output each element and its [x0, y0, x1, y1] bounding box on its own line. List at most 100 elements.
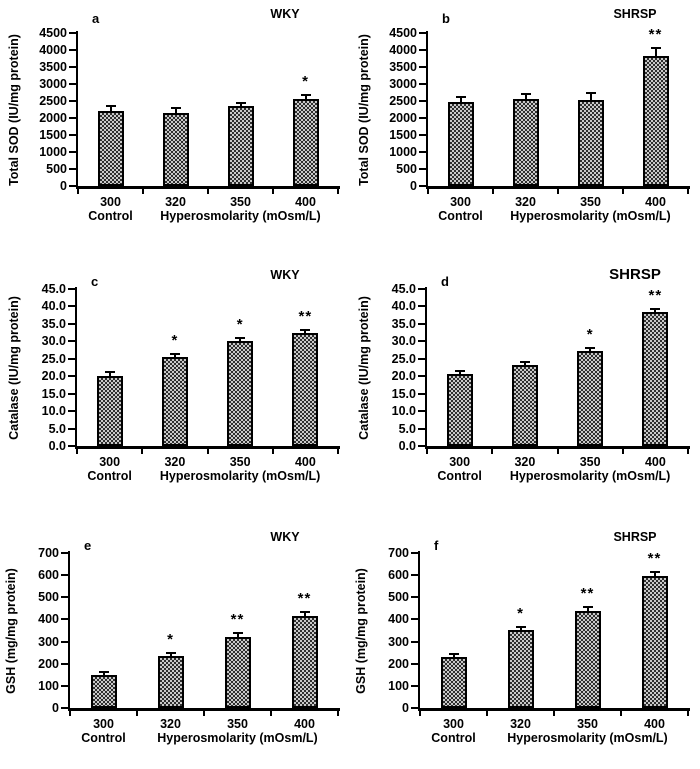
error-bar-line: [458, 371, 461, 375]
y-tick: [418, 410, 425, 413]
y-tick-label: 45.0: [391, 282, 416, 296]
x-tick: [337, 449, 339, 454]
x-tick: [427, 189, 429, 194]
bar: [97, 111, 124, 186]
panel-a: a WKY Total SOD (IU/mg protein) 0 500 1000 150…: [0, 0, 350, 256]
y-tick-label: 1000: [389, 145, 417, 159]
y-tick: [411, 707, 418, 709]
axis-caption-control: Control: [438, 209, 483, 223]
y-tick-label: 25.0: [41, 351, 66, 366]
y-tick-label: 25.0: [391, 351, 416, 366]
x-tick: [620, 711, 622, 716]
y-tick: [69, 83, 76, 85]
y-tick-label: 2500: [389, 94, 417, 108]
x-tick: [69, 711, 71, 716]
y-tick: [418, 340, 425, 343]
error-bar-line: [653, 573, 656, 576]
bar: [446, 374, 473, 446]
y-axis-line: [425, 31, 428, 186]
y-tick-label: 5.0: [398, 421, 416, 436]
y-tick-label: 35.0: [41, 316, 66, 331]
x-tick: [203, 711, 205, 716]
y-tick-label: 100: [388, 678, 409, 693]
y-tick: [418, 322, 425, 325]
x-tick-label: 300: [443, 717, 464, 731]
y-tick: [419, 185, 426, 187]
x-tick-label: 320: [160, 717, 181, 731]
significance-marker: *: [586, 325, 594, 343]
axis-caption-hyperosmolarity: Hyperosmolarity (mOsm/L): [157, 731, 318, 745]
y-tick-label: 3000: [39, 77, 67, 91]
x-tick: [270, 711, 272, 716]
bar: [642, 55, 669, 186]
x-tick: [337, 189, 339, 194]
y-tick: [419, 66, 426, 68]
panel-f: f SHRSP GSH (mg/mg protein) 0 100 200 300 400 50…: [350, 512, 700, 769]
x-tick-label: 300: [450, 195, 471, 209]
y-tick: [419, 168, 426, 170]
x-tick: [622, 189, 624, 194]
y-tick: [68, 322, 75, 325]
y-tick: [61, 574, 68, 577]
y-tick: [68, 410, 75, 413]
panel-c: c WKY Catalase (IU/mg protein) 0.0 5.0 10.0 15…: [0, 256, 350, 512]
y-tick-label: 30.0: [391, 334, 416, 349]
y-tick: [69, 151, 76, 153]
y-tick-label: 400: [38, 612, 59, 627]
y-tick-label: 2500: [39, 94, 67, 108]
error-bar-cap: [582, 606, 593, 609]
bar: [90, 675, 117, 708]
error-bar-line: [303, 613, 306, 616]
y-tick-label: 15.0: [391, 386, 416, 401]
bar: [512, 98, 539, 186]
error-bar-cap: [104, 371, 115, 374]
panel-b: b SHRSP Total SOD (IU/mg protein) 0 500 1000 1…: [350, 0, 700, 256]
x-axis-line: [67, 708, 340, 711]
x-tick-label: 400: [294, 717, 315, 731]
x-tick: [207, 189, 209, 194]
bar: [641, 575, 668, 708]
y-tick: [419, 151, 426, 153]
error-bar-line: [102, 672, 105, 676]
y-tick: [411, 552, 418, 554]
x-tick: [76, 449, 78, 454]
error-bar-cap: [98, 670, 109, 673]
y-tick-label: 500: [396, 162, 417, 176]
error-bar-cap: [515, 625, 526, 628]
y-tick: [419, 100, 426, 102]
y-tick: [68, 375, 75, 378]
y-tick-label: 500: [38, 590, 59, 605]
error-bar-cap: [650, 307, 661, 310]
axis-caption-control: Control: [437, 469, 482, 483]
axis-caption-control: Control: [87, 469, 132, 483]
y-axis-line: [74, 287, 77, 446]
y-tick-label: 20.0: [391, 369, 416, 384]
y-tick-label: 4000: [39, 43, 67, 57]
error-bar-line: [108, 373, 111, 377]
error-bar-line: [109, 106, 112, 112]
significance-marker: **: [647, 550, 662, 568]
panel-letter: e: [84, 538, 92, 553]
y-tick: [411, 684, 418, 687]
error-bar-cap: [235, 101, 246, 104]
y-tick: [61, 640, 68, 643]
significance-marker: **: [230, 611, 245, 629]
y-axis-line: [417, 551, 420, 708]
y-tick: [418, 427, 425, 430]
y-tick: [411, 662, 418, 665]
x-tick: [486, 711, 488, 716]
x-tick: [142, 189, 144, 194]
panel-e: e WKY GSH (mg/mg protein) 0 100 200 300 400 500 6…: [0, 512, 350, 769]
y-tick: [68, 392, 75, 395]
error-bar-line: [589, 348, 592, 352]
error-bar-line: [654, 309, 657, 313]
y-tick-label: 500: [388, 590, 409, 605]
x-tick: [491, 449, 494, 454]
x-axis-line: [417, 708, 690, 711]
x-tick-label: 400: [294, 455, 316, 469]
axis-caption-hyperosmolarity: Hyperosmolarity (mOsm/L): [160, 209, 321, 223]
y-tick-label: 0: [402, 701, 409, 715]
y-tick: [68, 357, 75, 360]
error-bar-cap: [650, 46, 661, 49]
x-tick: [206, 449, 209, 454]
